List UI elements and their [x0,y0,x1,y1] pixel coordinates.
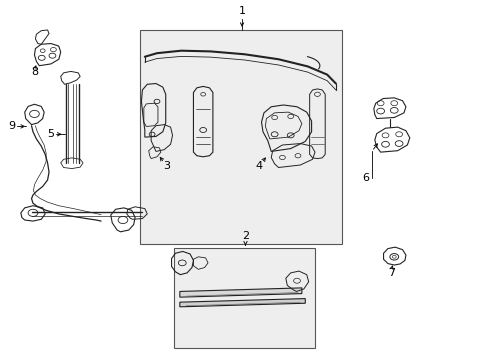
Polygon shape [180,298,305,307]
Text: 2: 2 [242,231,248,241]
Text: 8: 8 [31,67,38,77]
Polygon shape [180,288,301,297]
Bar [174,248,314,348]
Text: 3: 3 [163,161,170,171]
Text: 5: 5 [47,129,54,139]
Text: 9: 9 [8,121,16,131]
Text: 4: 4 [255,161,262,171]
Text: 7: 7 [387,268,394,278]
Bar [140,30,341,244]
Text: 6: 6 [362,173,369,183]
Text: 1: 1 [238,6,245,17]
